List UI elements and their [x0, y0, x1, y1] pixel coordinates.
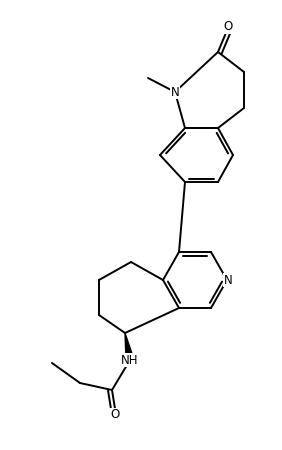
- Text: N: N: [224, 274, 232, 287]
- Text: NH: NH: [121, 354, 139, 366]
- Text: O: O: [110, 409, 120, 422]
- Polygon shape: [125, 333, 134, 361]
- Text: N: N: [171, 86, 179, 99]
- Text: O: O: [223, 21, 233, 33]
